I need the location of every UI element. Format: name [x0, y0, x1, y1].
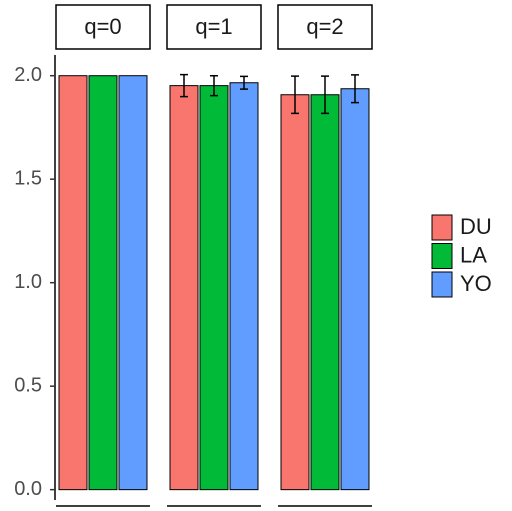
bar	[340, 88, 370, 491]
error-bar	[351, 74, 359, 104]
bar	[280, 94, 310, 491]
legend-key	[431, 243, 453, 269]
strip	[277, 4, 373, 50]
bar	[310, 94, 340, 491]
error-bar	[291, 75, 299, 115]
bar	[58, 75, 88, 491]
legend-label: LA	[460, 242, 487, 267]
error-bar	[210, 74, 218, 97]
strip-label: q=1	[195, 14, 232, 39]
y-tick-label: 0.0	[14, 478, 42, 500]
bar	[199, 85, 229, 491]
error-bar	[240, 75, 248, 90]
strip-label: q=2	[306, 14, 343, 39]
strip-label: q=0	[84, 14, 121, 39]
strip	[55, 4, 151, 50]
bar	[229, 82, 259, 491]
strip	[166, 4, 262, 50]
error-bar	[321, 75, 329, 115]
bar	[118, 75, 148, 491]
y-tick-label: 1.0	[14, 271, 42, 293]
legend-key	[431, 271, 453, 298]
y-tick-label: 0.5	[14, 374, 42, 396]
y-tick-label: 1.5	[14, 167, 42, 189]
legend-label: YO	[460, 271, 492, 296]
bar	[88, 75, 118, 491]
error-bar	[180, 73, 188, 98]
legend-label: DU	[460, 214, 492, 239]
y-tick-label: 2.0	[14, 64, 42, 86]
bar	[169, 85, 199, 491]
legend-key	[431, 214, 453, 241]
